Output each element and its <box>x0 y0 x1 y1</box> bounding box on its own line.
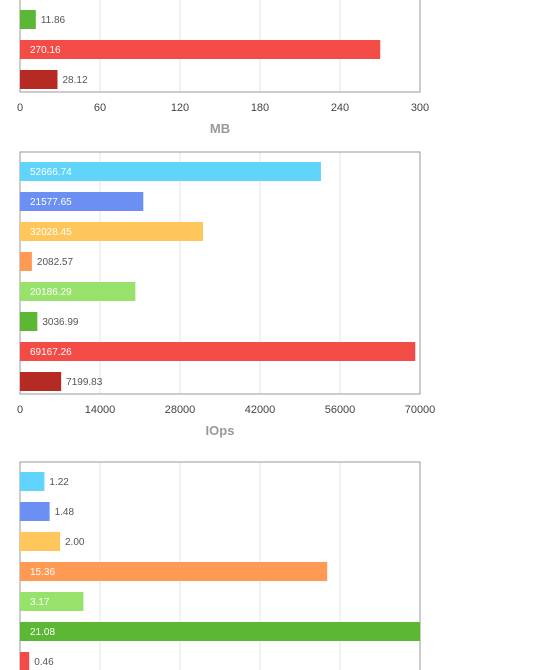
plot-frame <box>19 0 421 93</box>
bar <box>20 40 381 59</box>
data-label: 32028.45 <box>30 227 72 238</box>
latency-chart: 1.22 1.48 2.00 15.36 3.17 21.08 0.46 <box>0 430 560 670</box>
data-label: 2.00 <box>65 537 85 548</box>
mb-throughput-chart: 11.86 270.16 28.12 0 60 120 180 240 300 MB <box>0 0 560 140</box>
data-label: 270.16 <box>30 45 61 56</box>
tick-label: 0 <box>17 404 23 416</box>
bar <box>20 592 84 611</box>
data-label: 2082.57 <box>37 257 74 268</box>
tick-label: 60 <box>94 102 106 114</box>
data-label: 7199.83 <box>66 377 103 388</box>
axis-title: IOps <box>206 423 235 438</box>
bar <box>20 622 420 641</box>
data-label: 20186.29 <box>30 287 72 298</box>
tick-label: 14000 <box>85 404 116 416</box>
tick-label: 42000 <box>245 404 276 416</box>
data-label: 3036.99 <box>42 317 79 328</box>
bar <box>20 162 321 181</box>
data-label: 69167.26 <box>30 347 72 358</box>
axis-title: MB <box>210 121 230 136</box>
tick-label: 70000 <box>405 404 436 416</box>
bar <box>20 342 416 361</box>
data-label: 11.86 <box>41 15 66 26</box>
data-label: 1.22 <box>49 477 69 488</box>
bar <box>20 372 62 391</box>
bar <box>20 652 30 670</box>
bar <box>20 252 32 271</box>
mb-chart-svg: 11.86 270.16 28.12 0 60 120 180 240 300 MB <box>17 0 429 136</box>
bar <box>20 532 60 551</box>
tick-label: 300 <box>411 102 429 114</box>
tick-label: 0 <box>17 102 23 114</box>
bar <box>20 562 328 581</box>
bar <box>20 70 58 89</box>
data-label: 21577.65 <box>30 197 72 208</box>
iops-chart: 52666.74 21577.65 32028.45 2082.57 20186.29 3… <box>0 120 560 450</box>
bar <box>20 472 45 491</box>
bar <box>20 222 204 241</box>
tick-label: 240 <box>331 102 349 114</box>
tick-label: 56000 <box>325 404 356 416</box>
data-label: 1.48 <box>55 507 75 518</box>
bar <box>20 282 136 301</box>
data-label: 21.08 <box>30 627 55 638</box>
data-label: 15.36 <box>30 567 55 578</box>
plot-frame <box>19 151 421 395</box>
iops-chart-svg: 52666.74 21577.65 32028.45 2082.57 20186.29 3… <box>17 151 436 438</box>
bar <box>20 192 144 211</box>
data-label: 28.12 <box>62 75 87 86</box>
bar <box>20 312 38 331</box>
tick-label: 120 <box>171 102 189 114</box>
bar <box>20 502 50 521</box>
data-label: 3.17 <box>30 597 50 608</box>
tick-label: 180 <box>251 102 269 114</box>
tick-label: 28000 <box>165 404 196 416</box>
data-label: 52666.74 <box>30 167 72 178</box>
bar <box>20 10 36 29</box>
